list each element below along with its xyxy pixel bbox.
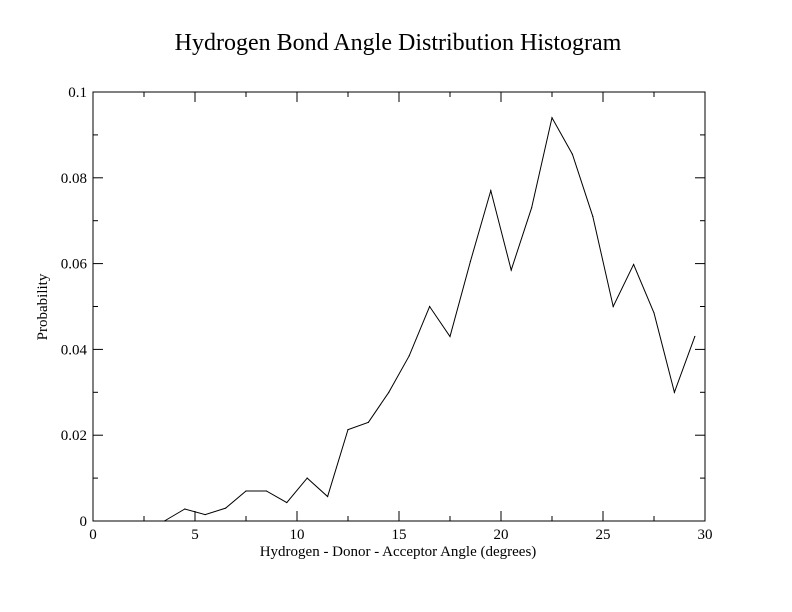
data-point [490,190,492,192]
data-point [347,429,349,431]
data-point [551,117,553,119]
data-point [592,215,594,218]
x-axis-label: Hydrogen - Donor - Acceptor Angle (degre… [260,544,537,560]
y-tick-label: 0.06 [61,257,88,273]
data-point [633,263,635,266]
data-point [571,153,574,155]
data-point [327,495,329,498]
data-point [429,305,431,308]
data-point [510,269,512,271]
data-point [531,207,533,209]
x-tick-label: 20 [494,527,509,543]
y-axis-label: Probability [35,273,51,340]
data-point [245,490,247,492]
x-tick-label: 15 [392,527,407,543]
data-point [204,513,206,516]
x-tick-label: 0 [89,527,97,543]
data-point [367,421,369,423]
axis-ticks: 0 5 10 15 20 25 30 0 0.02 0.04 0.06 0.08 0.1 [61,85,713,543]
y-tick-label: 0.02 [61,428,87,444]
x-tick-label: 30 [698,527,713,543]
data-point [469,260,471,263]
data-point [673,391,676,393]
data-point [612,305,614,308]
data-point [225,507,227,509]
x-tick-label: 25 [596,527,611,543]
data-point [265,490,267,492]
data-point [184,508,186,510]
y-tick-label: 0.08 [61,171,87,187]
data-point [286,501,288,504]
data-point [653,312,655,314]
x-tick-label: 10 [290,527,305,543]
data-point [306,477,308,479]
data-point [449,335,451,338]
y-tick-label: 0.1 [68,85,87,101]
x-tick-label: 5 [191,527,199,543]
y-tick-label: 0.04 [61,342,88,358]
data-point [388,391,390,393]
data-point [694,335,696,338]
y-tick-label: 0 [80,514,88,530]
data-point [408,355,410,357]
series-layer [163,116,696,522]
data-point [163,520,165,522]
chart-title: Hydrogen Bond Angle Distribution Histogr… [175,30,622,56]
